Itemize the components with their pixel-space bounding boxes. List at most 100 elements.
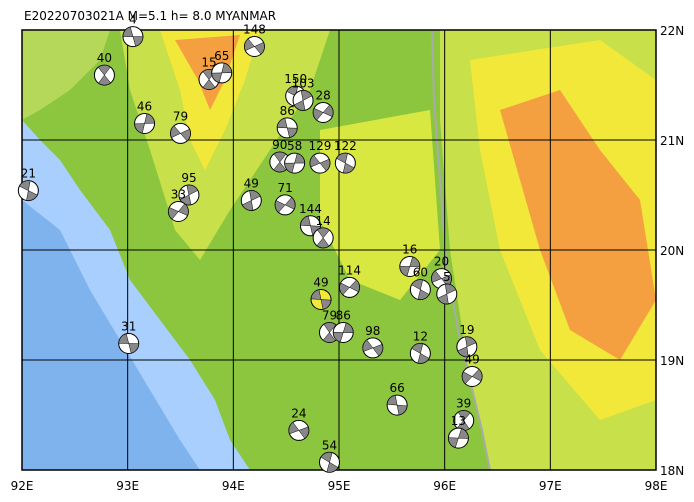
ball-quadrant (386, 394, 398, 406)
x-tick-label: 96E (433, 479, 456, 493)
ball-quadrant (221, 62, 232, 74)
x-tick-label: 93E (116, 479, 139, 493)
depth-label: 40 (97, 51, 112, 65)
beachball (339, 276, 361, 298)
ball-quadrant (396, 404, 408, 416)
depth-label: 98 (365, 324, 380, 338)
ball-quadrant (332, 331, 344, 343)
ball-quadrant (186, 184, 199, 196)
depth-label: 4 (129, 13, 137, 27)
depth-label: 71 (277, 181, 292, 195)
depth-label: 86 (336, 309, 351, 323)
beachball (386, 394, 408, 416)
ball-quadrant (274, 200, 286, 213)
ball-quadrant (211, 72, 223, 83)
ball-quadrant (294, 153, 305, 164)
depth-label: 20 (434, 255, 449, 269)
ball-quadrant (177, 203, 189, 216)
ball-quadrant (310, 289, 322, 300)
depth-label: 33 (171, 188, 186, 202)
depth-label: 24 (291, 406, 306, 420)
ball-quadrant (417, 353, 430, 364)
depth-label: 86 (280, 104, 295, 118)
ball-quadrant (170, 125, 181, 139)
ball-quadrant (336, 152, 348, 164)
beachball (122, 26, 144, 48)
y-tick-label: 21N (660, 134, 684, 148)
x-tick-label: 92E (11, 479, 34, 493)
beachball (312, 102, 334, 123)
depth-label: 28 (316, 89, 331, 103)
ball-quadrant (444, 283, 457, 295)
ball-quadrant (244, 38, 255, 51)
ball-quadrant (144, 113, 155, 124)
ball-quadrant (411, 279, 424, 290)
ball-quadrant (437, 293, 449, 305)
ball-quadrant (457, 346, 469, 357)
ball-quadrant (293, 100, 306, 111)
beachball (310, 289, 332, 310)
beachball (274, 194, 296, 216)
depth-label: 65 (214, 49, 229, 63)
depth-label: 12 (413, 329, 428, 343)
ball-quadrant (241, 200, 254, 211)
ball-quadrant (202, 79, 216, 90)
y-tick-label: 19N (660, 354, 684, 368)
depth-label: 103 (292, 76, 315, 90)
ball-quadrant (254, 42, 265, 55)
frame (21, 29, 657, 471)
ball-quadrant (180, 128, 191, 142)
ball-quadrant (409, 256, 421, 267)
x-tick-label: 95E (328, 479, 351, 493)
depth-label: 46 (137, 100, 152, 114)
beachball (17, 180, 39, 202)
ball-quadrant (118, 333, 130, 344)
ball-quadrant (320, 299, 332, 310)
ball-quadrant (132, 36, 144, 47)
depth-label: 49 (464, 353, 479, 367)
beachball (399, 256, 421, 277)
x-tick-label: 97E (539, 479, 562, 493)
beachball (167, 201, 189, 222)
ball-quadrant (362, 339, 374, 352)
depth-label: 39 (456, 397, 471, 411)
ball-quadrant (431, 270, 442, 283)
beachball (409, 342, 431, 364)
depth-label: 144 (299, 202, 322, 216)
ball-quadrant (319, 158, 331, 172)
beachball (211, 62, 233, 84)
depth-label: 5 (443, 270, 451, 284)
beachball (456, 336, 478, 358)
ball-quadrant (298, 426, 310, 439)
beachball (436, 283, 458, 305)
beachball (461, 366, 483, 387)
beachball (332, 322, 354, 343)
depth-label: 16 (402, 243, 417, 257)
beachball (312, 227, 334, 249)
beachball (362, 337, 384, 359)
title: E20220703021A M=5.1 h= 8.0 MYANMAR (24, 9, 276, 23)
depth-label: 122 (334, 139, 357, 153)
depth-label: 31 (121, 320, 136, 334)
x-tick-label: 98E (645, 479, 668, 493)
depth-label: 150 (284, 72, 307, 86)
beachball (243, 36, 265, 57)
beachball (93, 64, 115, 86)
ball-quadrant (300, 215, 311, 227)
ball-quadrant (122, 26, 134, 37)
ball-quadrant (411, 343, 424, 354)
ball-quadrant (417, 289, 430, 300)
x-tick-label: 94E (222, 479, 245, 493)
depth-label: 95 (181, 171, 196, 185)
depth-label: 148 (243, 23, 266, 37)
depth-label: 66 (389, 381, 404, 395)
ball-quadrant (342, 162, 355, 174)
beachball (318, 451, 340, 473)
ball-quadrant (326, 461, 339, 473)
ball-quadrant (399, 266, 411, 277)
depth-label: 49 (313, 276, 328, 290)
ball-quadrant (322, 332, 336, 343)
beachball (284, 152, 306, 174)
